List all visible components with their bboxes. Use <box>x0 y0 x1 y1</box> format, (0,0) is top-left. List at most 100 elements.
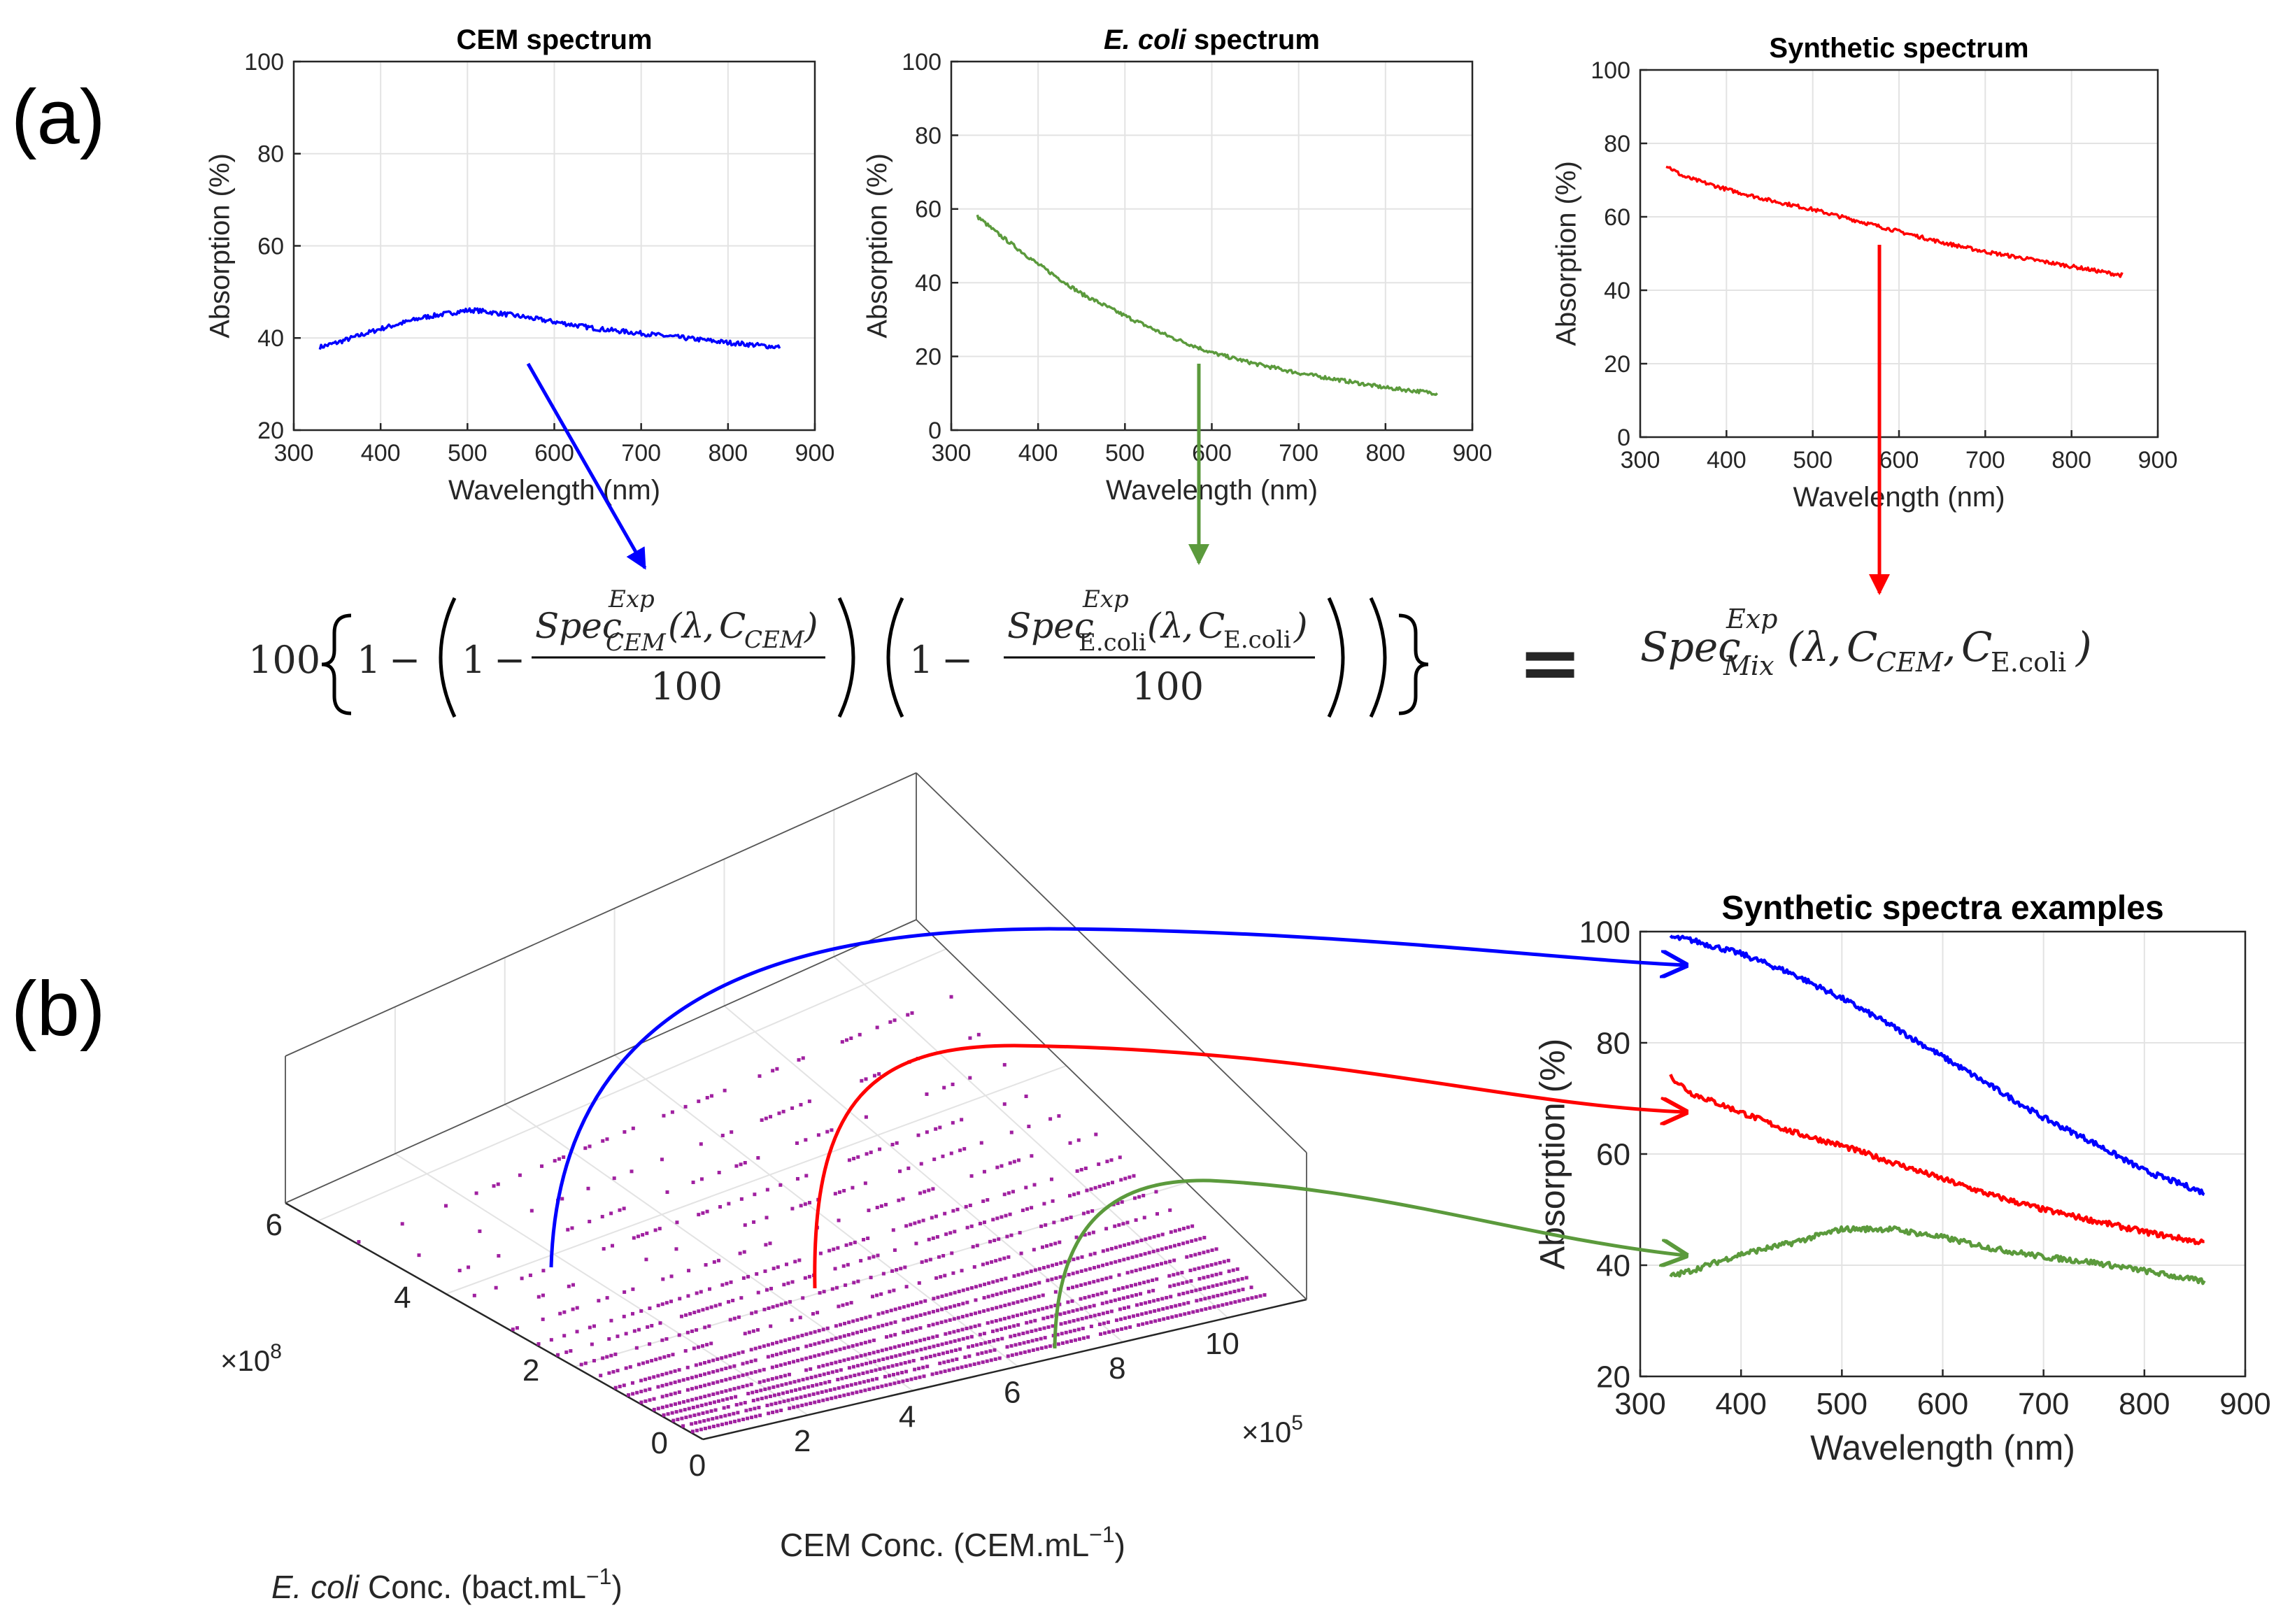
scatter3d-point <box>866 1237 870 1241</box>
scatter3d-point <box>801 1296 805 1300</box>
scatter3d-point <box>982 1169 986 1174</box>
scatter3d-xtick-label: 4 <box>899 1399 916 1434</box>
scatter3d-point <box>768 1241 772 1246</box>
scatter3d-point <box>807 1099 811 1104</box>
scatter3d-point <box>921 1365 925 1369</box>
mix-xtick-label: 500 <box>1793 447 1833 473</box>
scatter3d-point <box>881 1311 885 1315</box>
scatter3d-point <box>518 1173 522 1177</box>
scatter3d-point <box>1132 1174 1136 1178</box>
ecoli-xtick-label: 900 <box>1453 440 1493 466</box>
scatter3d-point <box>993 1348 997 1352</box>
scatter3d-point <box>656 1374 660 1378</box>
scatter3d-point <box>677 1379 681 1383</box>
mix-ytick-label: 0 <box>1617 425 1630 451</box>
scatter3d-point <box>758 1345 762 1349</box>
scatter3d-point <box>1161 1307 1165 1311</box>
eq-lambda-mix: λ <box>1802 623 1829 671</box>
synthetic-spectrum-chart: 300 400 500 600 700 800 900020406080100Wavelen… <box>1551 33 2178 513</box>
scatter3d-point <box>1160 1247 1164 1251</box>
scatter3d-point <box>842 1346 846 1351</box>
scatter3d-point <box>1122 1306 1126 1310</box>
scatter3d-point <box>1011 1288 1016 1292</box>
scatter3d-point <box>948 1305 953 1309</box>
scatter3d-point <box>675 1220 679 1225</box>
examples-series-line-1 <box>1669 1074 2205 1246</box>
mix-ytick-label: 40 <box>1604 278 1630 304</box>
scatter3d-point <box>995 1165 1000 1169</box>
scatter3d-point <box>764 1288 769 1292</box>
scatter3d-point <box>927 1237 931 1241</box>
scatter3d-point <box>883 1374 887 1379</box>
cem-ytick-label: 60 <box>257 233 284 259</box>
scatter3d-point <box>541 1317 545 1321</box>
scatter3d-point <box>623 1290 627 1294</box>
cem-xtick-label: 800 <box>708 440 748 466</box>
scatter3d-point <box>783 1362 787 1366</box>
scatter3d-point <box>818 1251 823 1255</box>
scatter3d-point <box>758 1369 762 1373</box>
scatter3d-point <box>658 1356 662 1360</box>
scatter3d-point <box>902 1330 906 1334</box>
scatter3d-point <box>988 1239 993 1244</box>
scatter3d-point <box>1177 1242 1181 1246</box>
scatter3d-point <box>1051 1199 1055 1203</box>
scatter3d-point <box>1225 1302 1229 1306</box>
scatter3d-point <box>743 1223 747 1227</box>
scatter3d-point <box>998 1258 1002 1262</box>
scatter3d-point <box>930 1216 934 1220</box>
scatter3d-point <box>1123 1243 1127 1247</box>
scatter3d-point <box>1103 1331 1107 1335</box>
scatter3d-point <box>724 1355 728 1359</box>
scatter3d-point <box>1050 1314 1054 1318</box>
scatter3d-point <box>969 1174 974 1178</box>
scatter3d-point <box>1123 1316 1128 1320</box>
scatter3d-point <box>794 1388 798 1392</box>
scatter3d-point <box>1124 1326 1128 1330</box>
scatter3d-point <box>1137 1323 1141 1327</box>
scatter3d-point <box>935 1309 939 1313</box>
scatter3d-point <box>1202 1236 1207 1240</box>
curve-arrow-red <box>813 1044 1686 1289</box>
scatter3d-point <box>1181 1281 1185 1285</box>
scatter3d-point <box>1118 1317 1123 1321</box>
scatter3d-point <box>1122 1258 1126 1262</box>
scatter3d-point <box>755 1327 760 1332</box>
scatter3d-point <box>541 1293 545 1297</box>
scatter3d-point <box>1224 1291 1228 1295</box>
scatter3d-point <box>1258 1294 1263 1298</box>
cem-xtick-label: 600 <box>534 440 574 466</box>
scatter3d-point <box>756 1290 760 1295</box>
scatter3d-point <box>976 1352 980 1356</box>
ecoli-xtick-label: 800 <box>1365 440 1405 466</box>
scatter3d-point <box>1207 1285 1211 1289</box>
scatter3d-point <box>807 1393 811 1397</box>
examples-ytick-label: 20 <box>1596 1360 1630 1394</box>
scatter3d-point <box>917 1220 921 1224</box>
scatter3d-point <box>767 1411 771 1416</box>
scatter3d-point <box>1058 1240 1062 1244</box>
scatter3d-point <box>813 1354 817 1358</box>
scatter3d-point <box>1102 1183 1106 1188</box>
scatter3d-point <box>720 1134 725 1138</box>
scatter3d-point <box>645 1231 649 1235</box>
scatter3d-point <box>632 1329 636 1333</box>
scatter3d-point <box>1146 1265 1151 1269</box>
scatter3d-point <box>906 1330 910 1334</box>
scatter3d-point <box>1048 1117 1053 1121</box>
scatter3d-point <box>660 1302 664 1306</box>
scatter3d-point <box>1121 1222 1125 1226</box>
scatter3d-point <box>1016 1286 1020 1290</box>
scatter3d-point <box>982 1309 986 1313</box>
scatter3d-point <box>1218 1260 1222 1265</box>
scatter3d-point <box>1208 1306 1212 1310</box>
scatter3d-point <box>1127 1242 1131 1246</box>
scatter3d-point <box>978 1222 982 1226</box>
scatter3d-point <box>1109 1299 1113 1304</box>
scatter3d-point <box>1016 1158 1020 1162</box>
scatter3d-point <box>1010 1353 1014 1358</box>
scatter3d-back-wall <box>285 773 916 1203</box>
scatter3d-point <box>875 1025 879 1030</box>
scatter3d-point <box>1018 1341 1022 1346</box>
